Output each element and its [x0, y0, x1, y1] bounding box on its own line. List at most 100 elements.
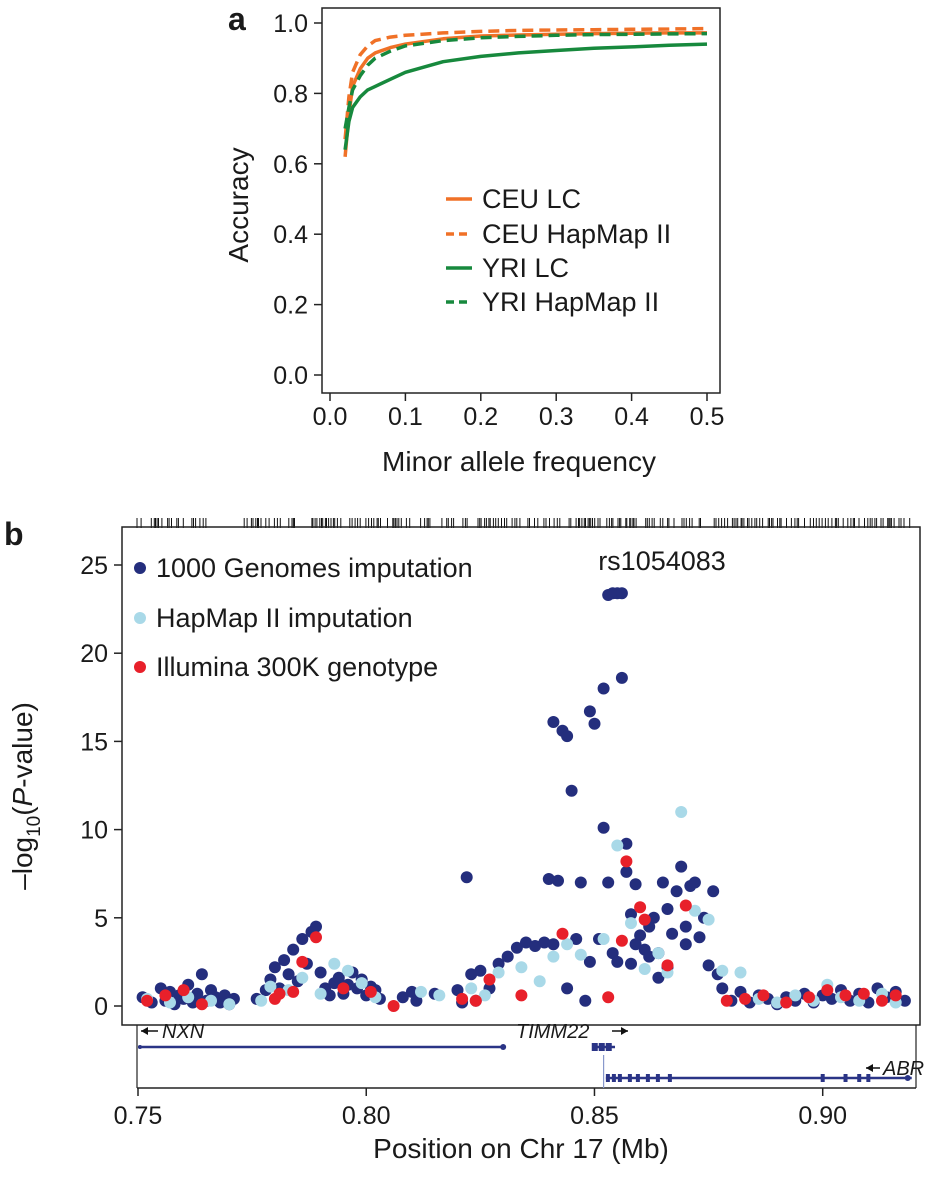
1000-genomes-imputation-point — [287, 943, 300, 956]
illumina-300k-genotype-point — [296, 955, 309, 968]
gene-abr-exon — [655, 1074, 660, 1082]
1000-genomes-imputation-point — [520, 936, 532, 949]
hapmap-ii-imputation-point — [296, 971, 309, 984]
1000-genomes-imputation-point — [625, 957, 637, 970]
1000-genomes-imputation-point — [314, 966, 327, 979]
1000-genomes-imputation-point — [661, 903, 674, 915]
x-tick-label: 0.75 — [114, 1102, 163, 1130]
x-tick-label: 0.1 — [388, 403, 423, 431]
panel-b-axes: 0.75 0.80 0.85 0.90 0 5 10 15 20 25 — [80, 552, 916, 1130]
legend-label: YRI HapMap II — [482, 287, 659, 317]
gene-nxn-exon — [500, 1044, 507, 1050]
1000-genomes-imputation-point — [538, 936, 551, 949]
hapmap-ii-imputation-point — [574, 948, 587, 961]
x-tick-label: 0.90 — [798, 1102, 847, 1130]
panel-b: b 0.75 0.80 0.85 0.90 0 5 10 15 20 25 1000 Genome… — [4, 516, 924, 1164]
illumina-300k-genotype-point — [638, 913, 651, 926]
1000-genomes-imputation-point — [268, 961, 281, 974]
panel-a-legend: CEU LC CEU HapMap II YRI LC YRI HapMap II — [446, 184, 671, 317]
illumina-300k-genotype-point — [679, 899, 692, 912]
illumina-300k-genotype-point — [310, 931, 322, 944]
legend-label: Illumina 300K genotype — [156, 652, 438, 682]
1000-genomes-imputation-point — [620, 837, 633, 850]
1000-genomes-imputation-point — [679, 920, 692, 933]
1000-genomes-imputation-point — [629, 938, 642, 951]
illumina-300k-genotype-point — [195, 998, 208, 1011]
1000-genomes-imputation-point — [707, 885, 720, 898]
panel-a-x-axis-label: Minor allele frequency — [382, 446, 656, 477]
1000-genomes-imputation-point — [547, 938, 560, 951]
1000-genomes-imputation-point — [282, 968, 295, 981]
illumina-300k-genotype-point — [515, 989, 528, 1002]
1000-genomes-imputation-point — [652, 971, 665, 984]
x-tick-label: 0.3 — [539, 403, 574, 431]
hapmap-ii-imputation-point — [255, 994, 268, 1007]
1000-genomes-imputation-point — [332, 971, 345, 984]
1000-genomes-imputation-point — [310, 920, 322, 933]
1000-genomes-imputation-point — [583, 705, 596, 718]
hapmap-ii-imputation-point — [702, 913, 715, 926]
gene-abr-exon — [645, 1074, 650, 1082]
1000-genomes-imputation-point — [195, 968, 208, 981]
legend-label: 1000 Genomes imputation — [156, 553, 473, 583]
y-tick-label: 5 — [94, 905, 108, 933]
hapmap-ii-imputation-point — [547, 950, 560, 963]
illumina-300k-genotype-point — [634, 901, 647, 914]
illumina-300k-genotype-point — [757, 989, 770, 1002]
illumina-300k-genotype-point — [889, 989, 902, 1002]
1000-genomes-imputation-point — [510, 941, 523, 954]
1000-genomes-imputation-point — [656, 876, 669, 889]
panel-b-legend: 1000 Genomes imputation HapMap II imputat… — [134, 553, 473, 682]
y-tick-label: 0.2 — [273, 292, 308, 320]
hapmap-ii-imputation-point — [515, 961, 528, 974]
gene-abr-exon — [904, 1075, 911, 1081]
illumina-300k-genotype-point — [661, 959, 674, 972]
hapmap-ii-imputation-point — [688, 904, 701, 917]
legend-label: CEU LC — [482, 184, 581, 214]
illumina-300k-genotype-point — [876, 994, 888, 1007]
gene-timm22-exon — [591, 1043, 598, 1051]
1000-genomes-imputation-point — [579, 994, 592, 1007]
1000-genomes-imputation-point — [278, 954, 291, 967]
panel-a-label: a — [228, 1, 246, 37]
panel-a-y-axis-label: Accuracy — [223, 147, 254, 262]
hapmap-ii-imputation-point — [264, 980, 277, 993]
hapmap-ii-imputation-point — [492, 966, 505, 979]
illumina-300k-genotype-point — [177, 984, 190, 997]
series-line-yri-hapmap-ii — [343, 31, 708, 129]
rs1054083-annotation: rs1054083 — [598, 546, 726, 576]
illumina-300k-genotype-point — [620, 855, 633, 868]
1000-genomes-imputation-point — [615, 671, 628, 684]
1000-genomes-imputation-point — [542, 873, 555, 885]
hapmap-ii-imputation-point — [533, 975, 546, 988]
1000-genomes-imputation-point — [410, 994, 423, 1007]
illumina-300k-genotype-point — [364, 985, 377, 998]
1000-genomes-imputation-point — [629, 878, 642, 891]
illumina-300k-genotype-point — [821, 984, 834, 997]
1000-genomes-imputation-point — [647, 911, 660, 924]
y-tick-label: 15 — [80, 728, 108, 756]
gene-nxn-exon — [138, 1045, 142, 1049]
gene-abr-exon — [617, 1074, 622, 1082]
1000-genomes-imputation-point — [620, 865, 633, 878]
illumina-300k-genotype-point — [287, 985, 300, 998]
1000-genomes-imputation-point — [634, 929, 647, 942]
panel-b-y-axis-label: –log10(P-value) — [7, 702, 45, 890]
legend-label: CEU HapMap II — [482, 219, 671, 249]
1000-genomes-imputation-point — [611, 955, 624, 968]
series-line-ceu-lc — [343, 31, 707, 157]
gene-abr-exon — [843, 1074, 848, 1082]
illumina-300k-genotype-point — [141, 994, 154, 1007]
hapmap-ii-imputation-point — [478, 989, 491, 1002]
1000-genomes-imputation-point — [561, 982, 574, 995]
gene-label-nxn: NXN — [162, 1021, 205, 1043]
illumina-300k-genotype-point — [469, 994, 482, 1007]
panel-b-frame — [121, 526, 921, 1026]
hapmap-ii-imputation-point — [342, 964, 354, 977]
panel-a-lines — [343, 26, 708, 157]
hapmap-ii-imputation-point — [205, 994, 217, 1007]
1000-genomes-imputation-point — [492, 957, 505, 970]
hapmap-ii-imputation-point — [328, 957, 341, 970]
1000-genomes-imputation-point — [570, 933, 583, 945]
